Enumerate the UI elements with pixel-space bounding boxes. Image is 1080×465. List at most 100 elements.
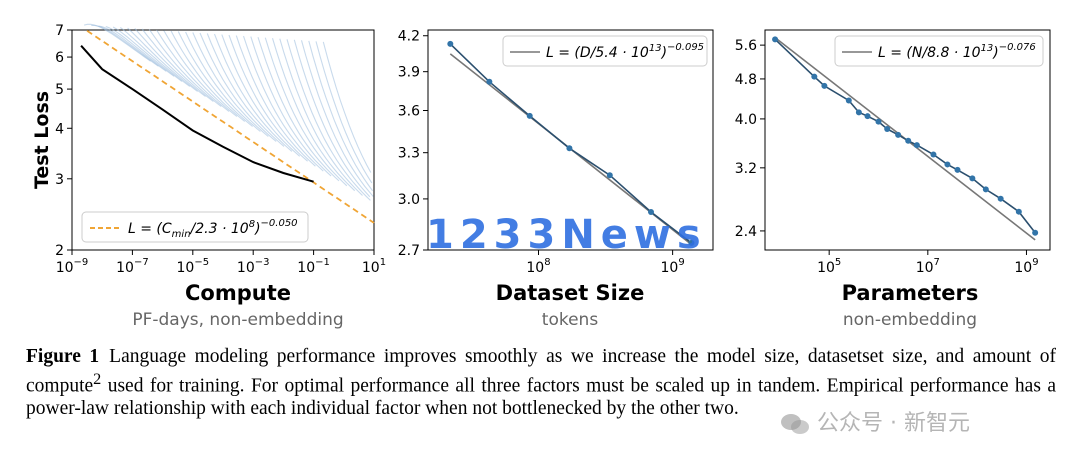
x-axis-label: Dataset Size: [496, 281, 645, 305]
tick-label: 3.0: [398, 192, 420, 208]
learning-curve: [315, 41, 373, 184]
tick-label: 109: [661, 257, 685, 276]
source-watermark: 公众号 · 新智元: [780, 405, 970, 437]
tick-label: 10−1: [297, 257, 330, 276]
legend-box: L = (N/8.8 · 1013)−0.076: [834, 35, 1044, 67]
caption-text-1: Language modeling performance improves s…: [26, 346, 1056, 397]
tick-label: 3.3: [398, 146, 420, 162]
caption-text-2: used for training. For optimal performan…: [26, 375, 1056, 419]
data-point: [772, 36, 779, 43]
data-point: [905, 137, 912, 144]
learning-curve: [105, 25, 175, 77]
data-point: [875, 118, 882, 125]
legend-label: L = (Cmin/2.3 · 108)−0.050: [128, 218, 298, 240]
figure-caption: Figure 1 Language modeling performance im…: [26, 346, 1056, 420]
tick-label: 105: [817, 257, 841, 276]
figure-label: Figure 1: [26, 346, 100, 367]
wechat-icon: [780, 413, 810, 435]
tick-label: 4.2: [398, 29, 420, 45]
learning-curve: [112, 26, 183, 82]
data-points: [447, 40, 695, 246]
data-point: [855, 109, 862, 116]
y-axis-label: Test Loss: [31, 91, 53, 189]
data-point: [969, 175, 976, 182]
x-axis-sublabel: PF-days, non-embedding: [132, 310, 343, 330]
y-ticks: 2.4 3.2 4.0 4.8 5.6: [735, 38, 765, 240]
data-point: [821, 82, 828, 89]
data-point: [688, 239, 695, 246]
learning-curve: [279, 38, 363, 196]
source-watermark-text: 公众号 · 新智元: [817, 411, 970, 436]
tick-label: 101: [362, 257, 386, 276]
data-point: [913, 142, 920, 149]
learning-curve: [242, 35, 324, 172]
tick-label: 108: [526, 257, 550, 276]
tick-label: 10−5: [177, 257, 210, 276]
learning-curve: [134, 28, 206, 97]
fit-line: [86, 30, 375, 224]
learning-curve: [192, 32, 269, 137]
tick-label: 3.2: [735, 161, 757, 177]
learning-curve: [206, 33, 285, 147]
tick-label: 3: [55, 172, 64, 188]
data-point: [526, 112, 533, 119]
data-point: [566, 145, 573, 152]
learning-curves: [83, 23, 374, 201]
learning-curve: [300, 40, 374, 198]
learning-curve: [228, 34, 308, 162]
y-ticks: 2.7 3.0 3.3 3.6 3.9 4.2: [398, 29, 428, 259]
learning-curve: [141, 28, 214, 102]
data-point: [1015, 208, 1022, 215]
chart-dataset-size: 108 109 2.7 3.0 3.3 3.6 3.9 4.2 L = (D/5.4 · 1…: [398, 29, 714, 330]
x-axis-sublabel: non-embedding: [843, 310, 977, 330]
tick-label: 2.7: [398, 243, 420, 259]
learning-curve: [257, 37, 340, 182]
plot-frame: [764, 29, 1051, 251]
learning-curve: [213, 33, 293, 152]
learning-curve: [221, 34, 301, 157]
learning-curve: [98, 25, 167, 72]
tick-label: 7: [55, 23, 64, 39]
tick-label: 5.6: [735, 38, 757, 54]
tick-label: 3.6: [398, 103, 420, 119]
tick-label: 4: [55, 121, 64, 137]
tick-label: 10−7: [116, 257, 149, 276]
plot-frame: [71, 29, 375, 251]
tick-label: 4.8: [735, 72, 757, 88]
learning-curve: [156, 29, 230, 112]
data-point: [811, 73, 818, 80]
data-point: [944, 161, 951, 168]
learning-curve: [271, 38, 356, 192]
tick-label: 2.4: [735, 224, 757, 240]
tick-label: 107: [916, 257, 940, 276]
plot-frame: [427, 29, 714, 251]
watermark-overlay: 1233News: [426, 212, 707, 258]
learning-curve: [293, 39, 371, 198]
x-ticks: 10−9 10−7 10−5 10−3 10−1 101: [56, 250, 386, 276]
chart-parameters: 105 107 109 2.4 3.2 4.0 4.8 5.6 L = (N/8.8 · 1…: [735, 29, 1051, 330]
x-ticks: 105 107 109: [817, 250, 1039, 276]
learning-curve: [286, 39, 371, 201]
fit-curve: [86, 30, 375, 224]
caption-superscript: 2: [93, 370, 102, 388]
learning-curve: [308, 40, 374, 192]
learning-curve: [177, 31, 253, 127]
data-point: [648, 209, 655, 216]
data-point: [486, 78, 493, 85]
legend-box: L = (D/5.4 · 1013)−0.095: [502, 35, 708, 67]
data-points: [772, 36, 1039, 236]
data-point: [447, 40, 454, 47]
tick-label: 10−9: [56, 257, 89, 276]
learning-curve: [163, 30, 238, 117]
data-point: [930, 151, 937, 158]
legend-label: L = (N/8.8 · 1013)−0.076: [878, 42, 1036, 61]
data-point: [845, 97, 852, 104]
learning-curve: [185, 31, 261, 132]
frontier-line: [80, 45, 314, 183]
data-point: [895, 131, 902, 138]
frontier-curve: [80, 45, 314, 183]
chart-compute: 10−9 10−7 10−5 10−3 10−1 101 2 3 4 5 6 7 L = (Cmin…: [31, 23, 386, 330]
tick-label: 10−3: [237, 257, 270, 276]
learning-curve: [127, 27, 198, 92]
